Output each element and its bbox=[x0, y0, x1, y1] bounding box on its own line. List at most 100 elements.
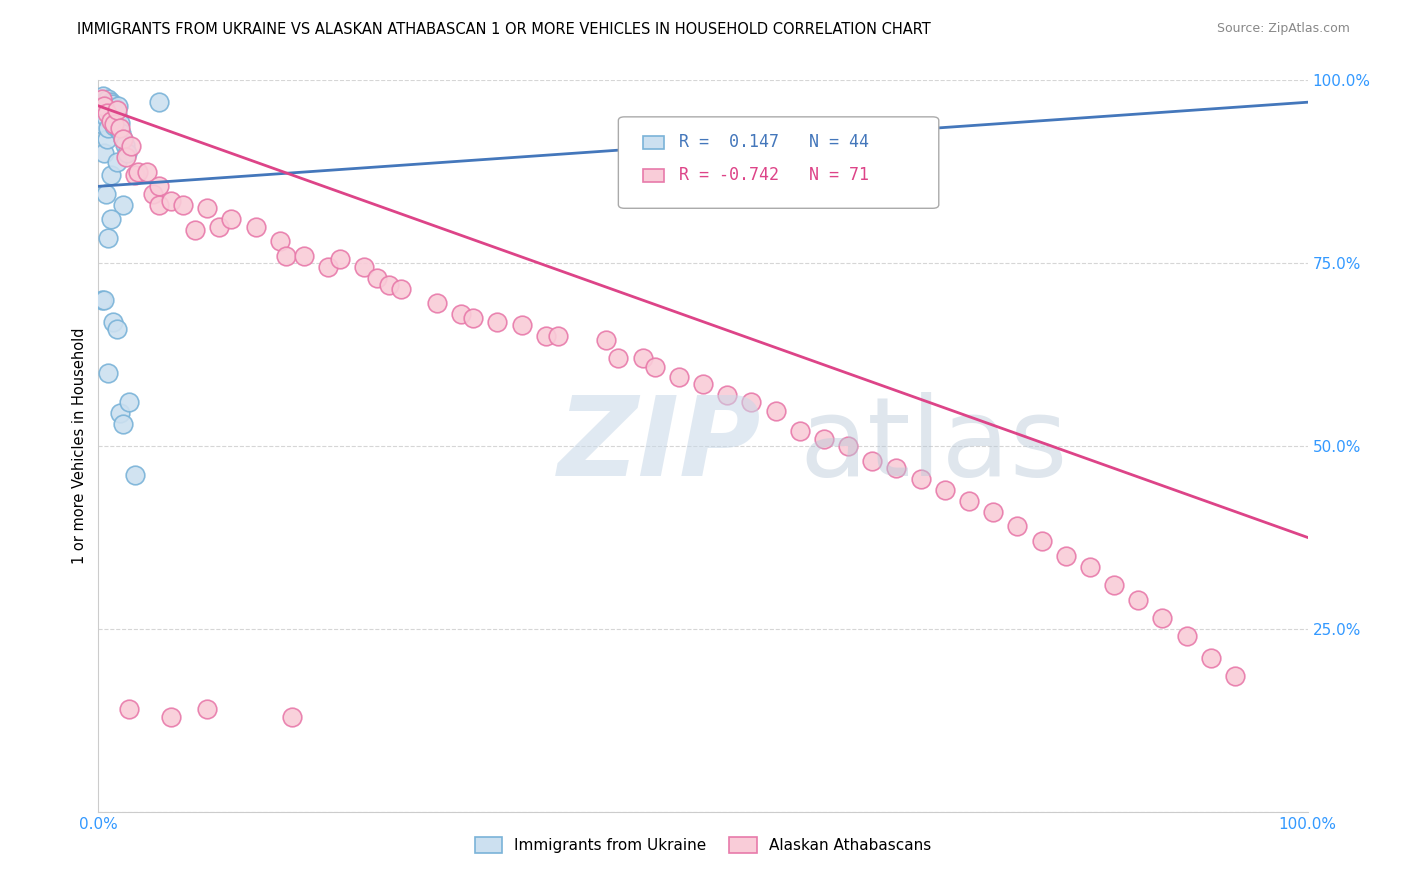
Point bbox=[91, 117, 114, 131]
Point bbox=[115, 150, 138, 164]
Point bbox=[104, 101, 127, 115]
Point bbox=[195, 202, 218, 216]
Point bbox=[1102, 578, 1125, 592]
Bar bbox=[643, 169, 664, 182]
Point bbox=[96, 99, 118, 113]
Point bbox=[120, 139, 142, 153]
Point bbox=[692, 376, 714, 391]
Point bbox=[208, 219, 231, 234]
Point bbox=[486, 315, 509, 329]
Point bbox=[100, 110, 122, 124]
Point bbox=[160, 194, 183, 208]
Point bbox=[90, 95, 112, 110]
Point bbox=[631, 351, 654, 366]
Point bbox=[292, 249, 315, 263]
Point bbox=[184, 223, 207, 237]
Point bbox=[100, 113, 122, 128]
Point bbox=[426, 296, 449, 310]
Point bbox=[124, 169, 146, 183]
Point bbox=[118, 702, 141, 716]
Point bbox=[148, 179, 170, 194]
Point bbox=[117, 146, 139, 161]
Point bbox=[281, 709, 304, 723]
Point bbox=[1078, 559, 1101, 574]
Point bbox=[97, 120, 120, 135]
Point bbox=[1199, 651, 1222, 665]
Point bbox=[547, 329, 569, 343]
Point bbox=[716, 388, 738, 402]
Point bbox=[1031, 534, 1053, 549]
Text: R =  0.147   N = 44: R = 0.147 N = 44 bbox=[679, 134, 869, 152]
Point bbox=[93, 146, 115, 161]
Point bbox=[96, 132, 118, 146]
Point bbox=[103, 117, 125, 131]
Point bbox=[111, 417, 134, 431]
Point bbox=[1128, 592, 1150, 607]
Point bbox=[91, 89, 114, 103]
Text: ZIP: ZIP bbox=[558, 392, 762, 500]
Point bbox=[740, 395, 762, 409]
Point bbox=[100, 169, 122, 183]
Point bbox=[353, 260, 375, 274]
Legend: Immigrants from Ukraine, Alaskan Athabascans: Immigrants from Ukraine, Alaskan Athabas… bbox=[468, 830, 938, 859]
Point bbox=[105, 103, 128, 117]
Point bbox=[934, 483, 956, 497]
Point bbox=[97, 230, 120, 244]
Text: R = -0.742   N = 71: R = -0.742 N = 71 bbox=[679, 167, 869, 185]
Point bbox=[269, 234, 291, 248]
Point bbox=[595, 333, 617, 347]
Point bbox=[108, 120, 131, 135]
FancyBboxPatch shape bbox=[619, 117, 939, 209]
Point bbox=[1007, 519, 1029, 533]
Point bbox=[366, 270, 388, 285]
Point bbox=[316, 260, 339, 274]
Point bbox=[108, 406, 131, 420]
Point bbox=[94, 110, 117, 124]
Point bbox=[94, 94, 117, 108]
Point bbox=[886, 461, 908, 475]
Point bbox=[98, 103, 121, 117]
Point bbox=[1054, 549, 1077, 563]
Point bbox=[245, 219, 267, 234]
Point bbox=[127, 164, 149, 178]
Point bbox=[114, 137, 136, 152]
Point bbox=[97, 92, 120, 106]
Point bbox=[142, 186, 165, 201]
Text: Source: ZipAtlas.com: Source: ZipAtlas.com bbox=[1216, 22, 1350, 36]
Point bbox=[221, 212, 243, 227]
Point bbox=[93, 293, 115, 307]
Point bbox=[1223, 669, 1246, 683]
Y-axis label: 1 or more Vehicles in Household: 1 or more Vehicles in Household bbox=[72, 327, 87, 565]
Point bbox=[195, 702, 218, 716]
Point bbox=[450, 307, 472, 321]
Point bbox=[329, 252, 352, 267]
Point bbox=[534, 329, 557, 343]
Point bbox=[789, 425, 811, 439]
Point bbox=[837, 439, 859, 453]
Point bbox=[377, 278, 399, 293]
Point bbox=[510, 318, 533, 333]
Point bbox=[389, 282, 412, 296]
Point bbox=[91, 92, 114, 106]
Point bbox=[765, 404, 787, 418]
Point bbox=[100, 212, 122, 227]
Point bbox=[172, 197, 194, 211]
Point bbox=[160, 709, 183, 723]
Point bbox=[91, 92, 114, 106]
Point bbox=[105, 322, 128, 336]
Text: atlas: atlas bbox=[800, 392, 1069, 500]
Point bbox=[148, 95, 170, 110]
Point bbox=[96, 106, 118, 120]
Point bbox=[105, 108, 128, 122]
Point bbox=[463, 310, 485, 325]
Point bbox=[860, 453, 883, 467]
Point bbox=[105, 155, 128, 169]
Point bbox=[103, 119, 125, 133]
Point bbox=[101, 112, 124, 126]
Point bbox=[111, 132, 134, 146]
Text: IMMIGRANTS FROM UKRAINE VS ALASKAN ATHABASCAN 1 OR MORE VEHICLES IN HOUSEHOLD CO: IMMIGRANTS FROM UKRAINE VS ALASKAN ATHAB… bbox=[77, 22, 931, 37]
Point bbox=[91, 293, 114, 307]
Point bbox=[111, 197, 134, 211]
Point bbox=[108, 116, 131, 130]
Point bbox=[813, 432, 835, 446]
